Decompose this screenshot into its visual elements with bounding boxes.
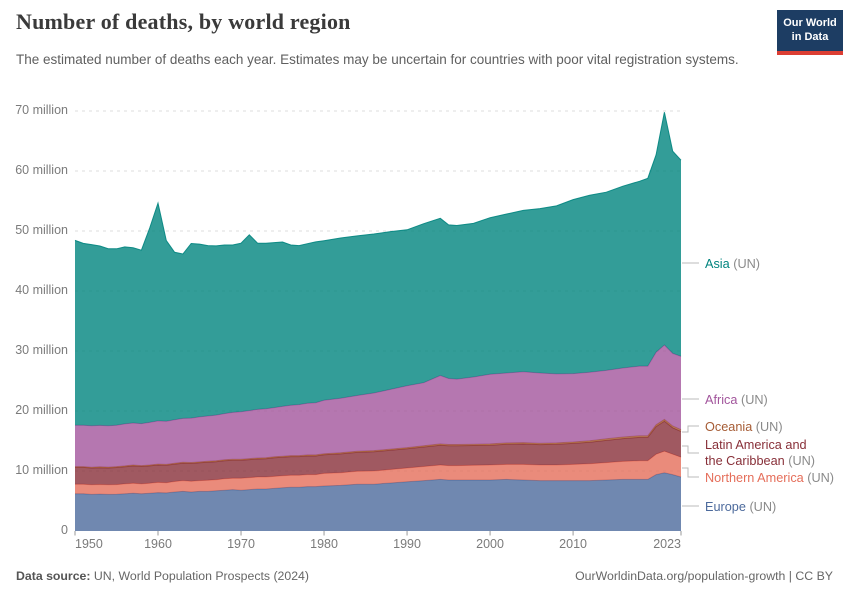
y-tick-label-60m: 60 million — [15, 163, 68, 177]
owid-logo-line2: in Data — [791, 30, 829, 43]
x-tick-label-1980: 1980 — [310, 537, 338, 551]
y-tick-label-50m: 50 million — [15, 223, 68, 237]
data-source: Data source: UN, World Population Prospe… — [16, 569, 309, 583]
owid-logo-line1: Our World — [783, 17, 837, 29]
area-oceania[interactable] — [75, 419, 681, 468]
legend-item-oceania[interactable]: Oceania (UN) — [705, 419, 783, 435]
x-tick-label-1990: 1990 — [393, 537, 421, 551]
legend-item-europe[interactable]: Europe (UN) — [705, 499, 776, 515]
legend-item-latin-america-and-the-caribbean[interactable]: Latin America and the Caribbean (UN) — [705, 437, 823, 469]
x-tick-label-2010: 2010 — [559, 537, 587, 551]
legend-suffix-northern-america: (UN) — [803, 471, 835, 485]
legend-suffix-oceania: (UN) — [752, 420, 783, 434]
chart-subtitle: The estimated number of deaths each year… — [16, 52, 739, 67]
legend-name-europe: Europe — [705, 500, 746, 514]
owid-logo: Our World in Data — [777, 10, 843, 55]
y-tick-label-0m: 0 — [61, 523, 68, 537]
area-africa[interactable] — [75, 345, 681, 468]
legend-connector-oceania — [682, 425, 699, 433]
legend-suffix-europe: (UN) — [745, 500, 777, 514]
y-tick-label-70m: 70 million — [15, 103, 68, 117]
area-asia[interactable] — [75, 112, 681, 426]
data-source-label: Data source: — [16, 569, 91, 583]
x-tick-label-2023: 2023 — [653, 537, 681, 551]
legend-item-africa[interactable]: Africa (UN) — [705, 392, 768, 408]
y-tick-label-10m: 10 million — [15, 463, 68, 477]
area-top-edge-asia — [74, 112, 682, 255]
legend-suffix-asia: (UN) — [729, 257, 760, 271]
area-europe[interactable] — [75, 472, 681, 531]
legend-item-asia[interactable]: Asia (UN) — [705, 256, 760, 272]
legend-name-asia: Asia — [705, 257, 730, 271]
page-title: Number of deaths, by world region — [16, 9, 351, 34]
y-tick-label-40m: 40 million — [15, 283, 68, 297]
legend-name-latin-america-and-the-caribbean: Latin America and the Caribbean — [705, 438, 807, 468]
credit-link[interactable]: OurWorldinData.org/population-growth | C… — [575, 569, 833, 583]
legend-item-northern-america[interactable]: Northern America (UN) — [705, 470, 834, 486]
data-source-value: UN, World Population Prospects (2024) — [93, 569, 309, 583]
legend-name-northern-america: Northern America — [705, 471, 804, 485]
area-latin-america-and-the-caribbean[interactable] — [75, 421, 681, 485]
x-tick-label-1970: 1970 — [227, 537, 255, 551]
legend-name-oceania: Oceania — [705, 420, 753, 434]
y-tick-label-30m: 30 million — [15, 343, 68, 357]
legend-suffix-latin-america-and-the-caribbean: (UN) — [784, 454, 816, 468]
legend-name-africa: Africa — [705, 393, 738, 407]
x-tick-label-1950: 1950 — [75, 537, 103, 551]
legend-connector-latin-america-and-the-caribbean — [682, 445, 699, 454]
legend-suffix-africa: (UN) — [737, 393, 768, 407]
x-tick-label-1960: 1960 — [144, 537, 172, 551]
x-tick-label-2000: 2000 — [476, 537, 504, 551]
area-northern-america[interactable] — [75, 451, 681, 495]
y-tick-label-20m: 20 million — [15, 403, 68, 417]
area-top-edge-northern-america — [75, 450, 682, 486]
legend-connector-northern-america — [682, 467, 699, 478]
